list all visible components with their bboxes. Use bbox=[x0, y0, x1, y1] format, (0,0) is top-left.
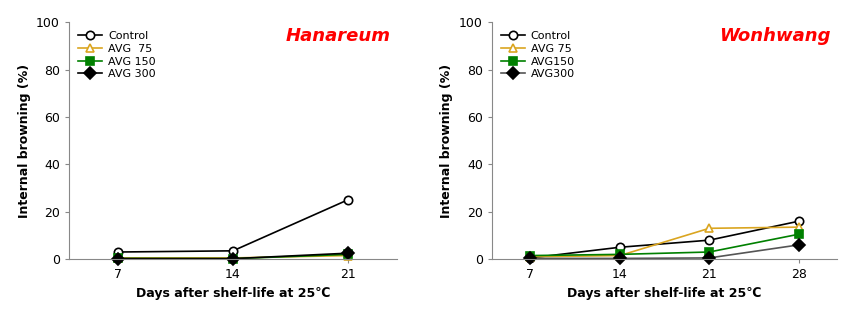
Control bbox=[343, 198, 353, 202]
Y-axis label: Internal browning (%): Internal browning (%) bbox=[17, 64, 30, 218]
X-axis label: Days after shelf-life at 25℃: Days after shelf-life at 25℃ bbox=[135, 287, 331, 300]
AVG 300 bbox=[113, 257, 123, 260]
Line: AVG  75: AVG 75 bbox=[114, 252, 352, 262]
AVG 75 bbox=[525, 255, 535, 258]
AVG300 bbox=[525, 257, 535, 260]
AVG 75 bbox=[704, 226, 715, 230]
AVG 75 bbox=[614, 254, 625, 258]
AVG300 bbox=[704, 256, 715, 260]
Control bbox=[525, 256, 535, 260]
AVG 150 bbox=[343, 252, 353, 256]
Control bbox=[614, 245, 625, 249]
AVG300 bbox=[794, 243, 804, 247]
AVG 300 bbox=[228, 257, 238, 260]
AVG 150 bbox=[113, 257, 123, 260]
Line: AVG150: AVG150 bbox=[526, 230, 803, 260]
Line: Control: Control bbox=[114, 196, 352, 256]
Text: Wonhwang: Wonhwang bbox=[719, 27, 830, 45]
X-axis label: Days after shelf-life at 25℃: Days after shelf-life at 25℃ bbox=[567, 287, 762, 300]
AVG150 bbox=[704, 250, 715, 254]
Control bbox=[704, 238, 715, 242]
Line: AVG 300: AVG 300 bbox=[114, 249, 352, 263]
AVG150 bbox=[525, 254, 535, 258]
Line: AVG300: AVG300 bbox=[526, 241, 803, 263]
Y-axis label: Internal browning (%): Internal browning (%) bbox=[440, 64, 453, 218]
AVG 300 bbox=[343, 251, 353, 255]
AVG  75 bbox=[343, 254, 353, 258]
Control bbox=[228, 249, 238, 253]
Control bbox=[794, 219, 804, 223]
AVG 75 bbox=[794, 225, 804, 229]
Line: AVG 150: AVG 150 bbox=[114, 250, 352, 263]
Line: AVG 75: AVG 75 bbox=[526, 223, 803, 261]
Legend: Control, AVG 75, AVG150, AVG300: Control, AVG 75, AVG150, AVG300 bbox=[497, 28, 578, 83]
AVG  75 bbox=[228, 256, 238, 260]
AVG300 bbox=[614, 257, 625, 260]
Legend: Control, AVG  75, AVG 150, AVG 300: Control, AVG 75, AVG 150, AVG 300 bbox=[74, 28, 159, 83]
AVG150 bbox=[614, 252, 625, 256]
Text: Hanareum: Hanareum bbox=[286, 27, 390, 45]
AVG 150 bbox=[228, 257, 238, 260]
AVG150 bbox=[794, 232, 804, 236]
Control bbox=[113, 250, 123, 254]
Line: Control: Control bbox=[526, 217, 803, 262]
AVG  75 bbox=[113, 256, 123, 260]
